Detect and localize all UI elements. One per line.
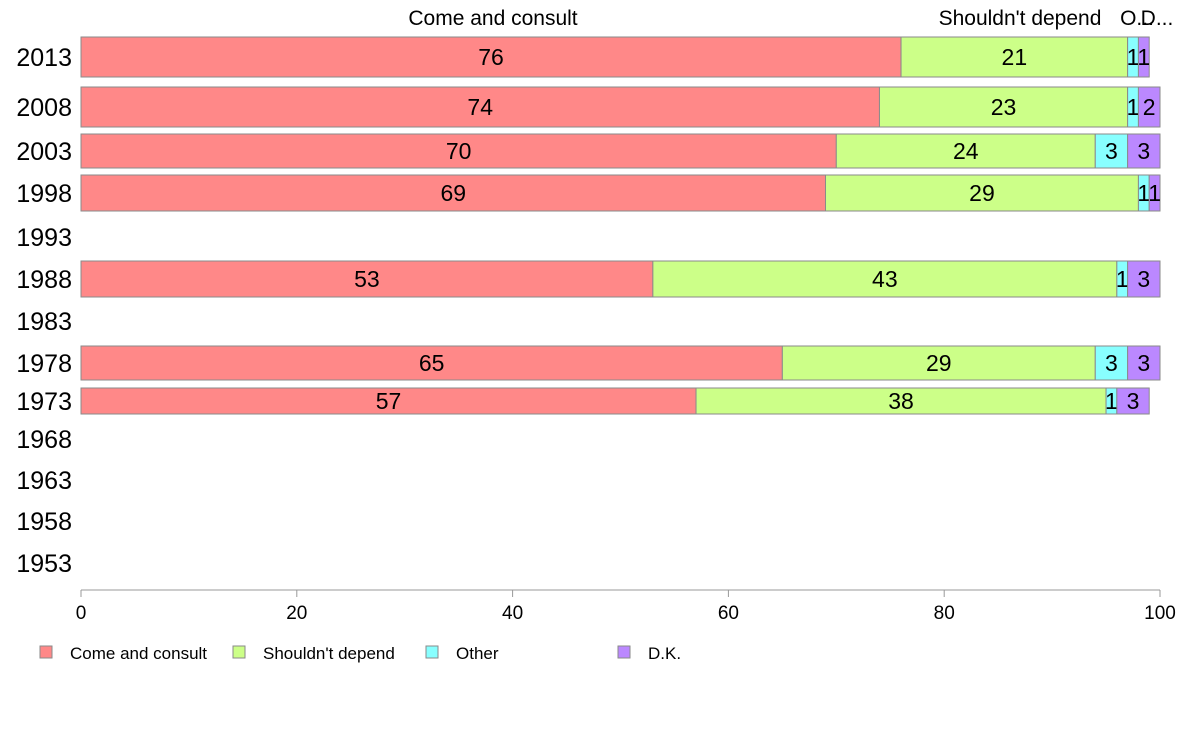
column-header-2: Shouldn't depend xyxy=(939,7,1102,30)
y-label-1953: 1953 xyxy=(16,550,72,578)
bar-1973-d-k xyxy=(1116,387,1150,415)
data-label-1973-come-and-consult: 57 xyxy=(376,388,402,414)
bar-1978-other xyxy=(1094,345,1129,381)
bar-2013-shouldn-t-depend xyxy=(900,36,1129,78)
x-tick-label-20: 20 xyxy=(286,603,307,624)
legend-label-come-and-consult: Come and consult xyxy=(70,644,207,663)
y-label-1973: 1973 xyxy=(16,388,72,416)
data-label-2003-d-k: 3 xyxy=(1137,138,1150,164)
data-label-1998-shouldn-t-depend: 29 xyxy=(969,180,995,206)
data-label-1978-d-k: 3 xyxy=(1137,350,1150,376)
data-label-2008-d-k: 2 xyxy=(1143,94,1156,120)
data-label-1998-other: 1 xyxy=(1137,180,1150,206)
y-label-2013: 2013 xyxy=(16,44,72,72)
data-label-2003-shouldn-t-depend: 24 xyxy=(953,138,979,164)
y-label-1963: 1963 xyxy=(16,467,72,495)
bar-1988-shouldn-t-depend xyxy=(652,260,1118,298)
bar-1978-d-k xyxy=(1127,345,1161,381)
bar-1988-come-and-consult xyxy=(80,260,654,298)
bar-2003-d-k xyxy=(1127,133,1161,169)
bar-1973-come-and-consult xyxy=(80,387,697,415)
legend-swatch-d-k xyxy=(617,645,631,659)
y-label-1968: 1968 xyxy=(16,426,72,454)
legend-label-d-k: D.K. xyxy=(648,644,681,663)
bar-1978-come-and-consult xyxy=(80,345,783,381)
data-label-2008-other: 1 xyxy=(1127,94,1140,120)
bar-1978-shouldn-t-depend xyxy=(781,345,1096,381)
x-tick-label-0: 0 xyxy=(76,603,87,624)
data-label-1998-d-k: 1 xyxy=(1148,180,1161,206)
legend-swatch-shouldn-t-depend xyxy=(232,645,246,659)
bar-1973-shouldn-t-depend xyxy=(695,387,1107,415)
data-label-2013-come-and-consult: 76 xyxy=(478,44,504,70)
legend-label-shouldn-t-depend: Shouldn't depend xyxy=(263,644,395,663)
y-label-1993: 1993 xyxy=(16,224,72,252)
bar-2003-come-and-consult xyxy=(80,133,837,169)
data-label-2003-other: 3 xyxy=(1105,138,1118,164)
y-label-1958: 1958 xyxy=(16,508,72,536)
data-label-2013-d-k: 1 xyxy=(1137,44,1150,70)
data-label-2008-come-and-consult: 74 xyxy=(467,94,493,120)
x-tick-label-60: 60 xyxy=(718,603,739,624)
legend-swatch-other xyxy=(425,645,439,659)
bar-1988-d-k xyxy=(1127,260,1161,298)
y-label-2003: 2003 xyxy=(16,138,72,166)
x-tick-label-80: 80 xyxy=(934,603,955,624)
y-label-1983: 1983 xyxy=(16,308,72,336)
legend-swatch-come-and-consult xyxy=(39,645,53,659)
bar-1998-shouldn-t-depend xyxy=(825,174,1139,212)
data-label-1973-shouldn-t-depend: 38 xyxy=(888,388,914,414)
bar-2008-come-and-consult xyxy=(80,86,880,128)
column-header-3: O... xyxy=(1120,7,1154,30)
data-label-2013-shouldn-t-depend: 21 xyxy=(1002,44,1028,70)
data-label-1988-d-k: 3 xyxy=(1137,266,1150,292)
data-label-1998-come-and-consult: 69 xyxy=(440,180,466,206)
y-label-1988: 1988 xyxy=(16,266,72,294)
data-label-1988-shouldn-t-depend: 43 xyxy=(872,266,898,292)
legend-label-other: Other xyxy=(456,644,499,663)
data-label-1978-other: 3 xyxy=(1105,350,1118,376)
data-label-1973-other: 1 xyxy=(1105,388,1118,414)
data-label-1978-come-and-consult: 65 xyxy=(419,350,445,376)
data-label-2003-come-and-consult: 70 xyxy=(446,138,472,164)
data-label-1973-d-k: 3 xyxy=(1127,388,1140,414)
data-label-1988-come-and-consult: 53 xyxy=(354,266,380,292)
column-header-1: Come and consult xyxy=(408,7,577,30)
bar-1998-d-k xyxy=(1148,174,1161,212)
data-label-1978-shouldn-t-depend: 29 xyxy=(926,350,952,376)
y-label-1998: 1998 xyxy=(16,180,72,208)
data-label-2013-other: 1 xyxy=(1127,44,1140,70)
bar-2008-d-k xyxy=(1137,86,1161,128)
column-header-4: D... xyxy=(1141,7,1174,30)
y-label-2008: 2008 xyxy=(16,94,72,122)
x-tick-label-100: 100 xyxy=(1144,603,1176,624)
data-label-1988-other: 1 xyxy=(1116,266,1129,292)
data-label-2008-shouldn-t-depend: 23 xyxy=(991,94,1017,120)
y-label-1978: 1978 xyxy=(16,350,72,378)
bar-2013-d-k xyxy=(1137,36,1150,78)
x-tick-label-40: 40 xyxy=(502,603,523,624)
